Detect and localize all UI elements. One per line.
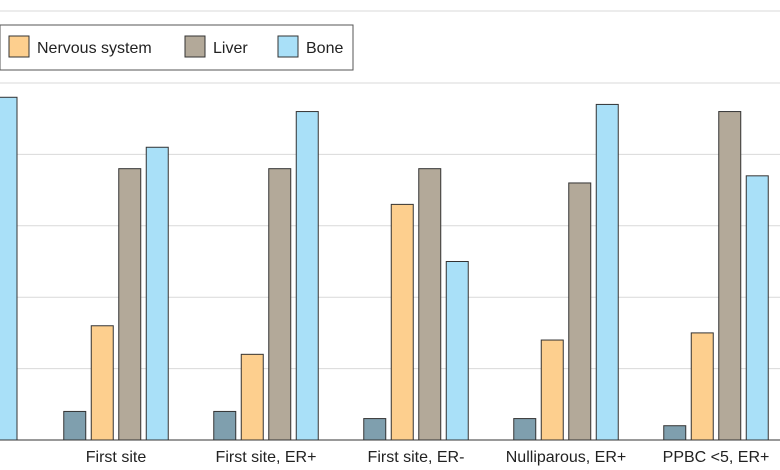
bar — [118, 168, 142, 441]
bar — [663, 425, 687, 441]
x-tick-label: First site — [86, 449, 147, 466]
x-tick-label: First site, ER- — [368, 449, 465, 466]
bar — [363, 418, 387, 441]
bar-partial — [0, 96, 18, 441]
bar — [295, 111, 319, 441]
legend-swatch — [8, 35, 30, 58]
x-tick-label: Nulliparous, ER+ — [506, 449, 627, 466]
bar — [240, 353, 264, 441]
legend-swatch — [277, 35, 299, 58]
bar — [540, 339, 564, 441]
legend-label: Nervous system — [37, 40, 152, 57]
x-tick-label: PPBC <5, ER+ — [663, 449, 770, 466]
bar — [90, 325, 114, 441]
x-tick-label: First site, ER+ — [216, 449, 317, 466]
bar — [745, 175, 769, 441]
bar — [213, 410, 237, 441]
bar — [390, 203, 414, 441]
bar — [418, 168, 442, 441]
bar — [513, 418, 537, 441]
bar — [595, 103, 619, 441]
bar — [568, 182, 592, 441]
legend: Nervous system Liver Bone — [0, 24, 354, 71]
bar — [145, 146, 169, 441]
bar — [718, 111, 742, 441]
bar-series-group — [0, 96, 769, 441]
x-tick-labels: First site First site, ER+ First site, ER-… — [86, 449, 770, 466]
bar — [445, 261, 469, 441]
bar — [690, 332, 714, 441]
legend-label: Liver — [213, 40, 248, 57]
bar — [63, 410, 87, 441]
legend-swatch — [184, 35, 206, 58]
legend-label: Bone — [306, 40, 343, 57]
bar — [268, 168, 292, 441]
